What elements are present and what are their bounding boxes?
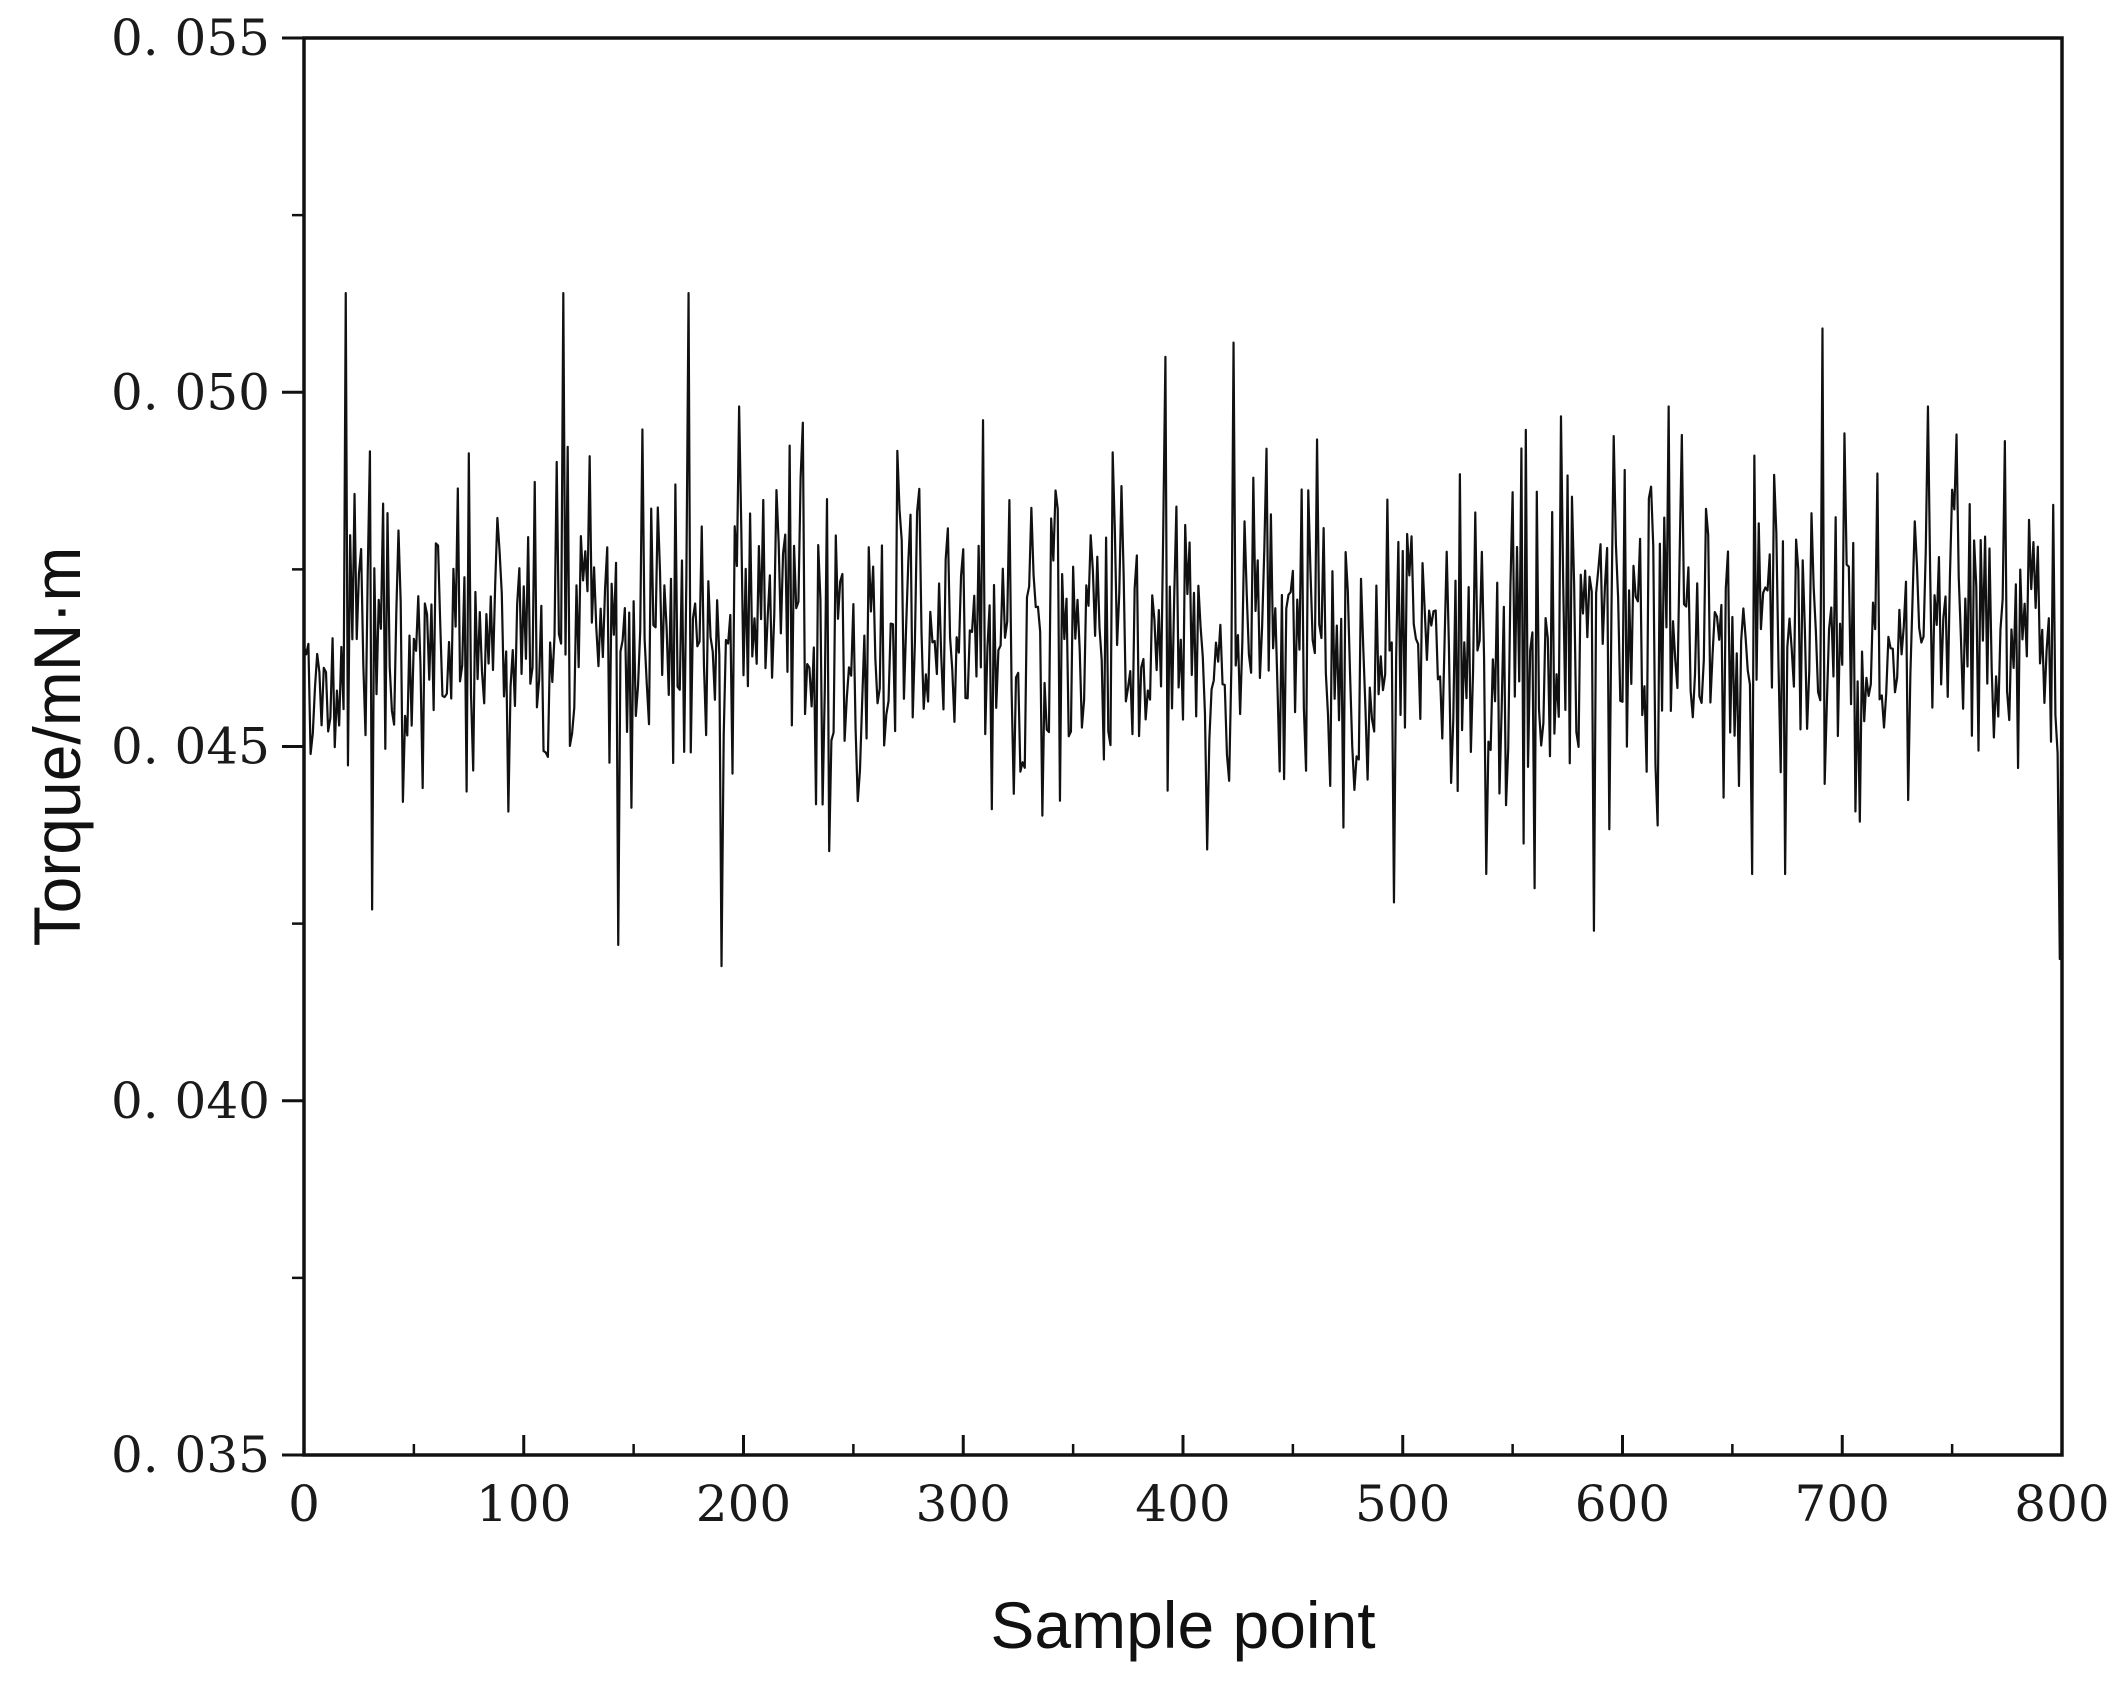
x-tick-label: 200 xyxy=(696,1475,791,1533)
y-tick-label: 0. 035 xyxy=(111,1426,270,1484)
y-tick-label: 0. 040 xyxy=(111,1072,270,1130)
ticks-layer: 0 100 200 300 400 500 600 700 800 0. 035 0. 040 0. … xyxy=(111,9,2110,1533)
x-tick-label: 400 xyxy=(1135,1475,1230,1533)
y-tick-label: 0. 045 xyxy=(111,718,270,776)
x-axis-label: Sample point xyxy=(990,1588,1375,1662)
x-tick-label: 800 xyxy=(2014,1475,2109,1533)
series-line-torque xyxy=(302,291,2064,968)
x-tick-label: 600 xyxy=(1575,1475,1670,1533)
x-tick-label: 100 xyxy=(476,1475,571,1533)
x-tick-label: 700 xyxy=(1795,1475,1890,1533)
y-tick-label: 0. 055 xyxy=(111,9,270,67)
y-tick-label: 0. 050 xyxy=(111,363,270,421)
plot-frame xyxy=(302,36,2064,1457)
x-tick-label: 0 xyxy=(288,1475,320,1533)
series-layer xyxy=(302,291,2064,968)
y-axis-label: Torque/mN·m xyxy=(20,547,94,947)
x-tick-label: 300 xyxy=(916,1475,1011,1533)
x-tick-label: 500 xyxy=(1355,1475,1450,1533)
